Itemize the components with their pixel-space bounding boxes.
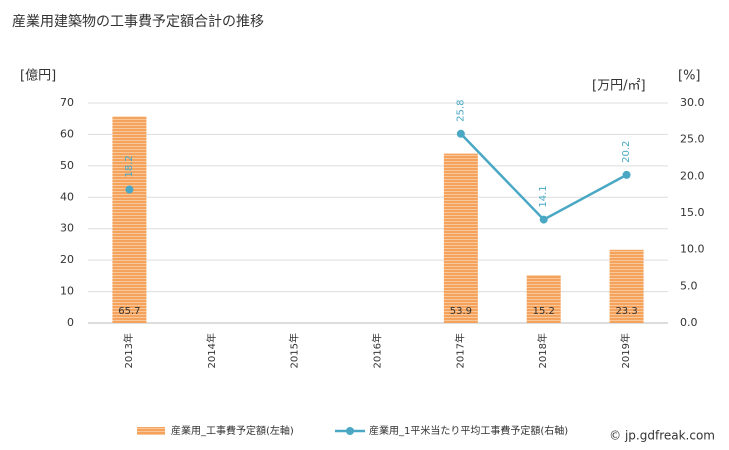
x-tick-label: 2015年 <box>288 333 301 368</box>
line-value-label: 14.1 <box>538 185 549 207</box>
bar-value-label: 65.7 <box>118 306 140 317</box>
legend-label: 産業用_1平米当たり平均工事費予定額(右軸) <box>369 424 568 437</box>
bar-value-label: 53.9 <box>450 306 472 317</box>
y-tick-label: 40 <box>60 190 74 203</box>
y2-tick-label: 10.0 <box>680 243 705 256</box>
y2-axis-label-alt: [%] <box>678 69 701 84</box>
x-tick-label: 2014年 <box>205 333 218 368</box>
x-tick-label: 2017年 <box>453 333 466 368</box>
y-tick-label: 50 <box>60 159 74 172</box>
y-tick-label: 30 <box>60 222 74 235</box>
legend-swatch-point <box>346 427 354 435</box>
x-tick-label: 2013年 <box>122 333 135 368</box>
y2-tick-label: 0.0 <box>680 316 698 329</box>
y-tick-label: 20 <box>60 253 74 266</box>
y-tick-label: 70 <box>60 96 74 109</box>
line-value-label: 25.8 <box>455 100 466 122</box>
bar <box>112 116 147 323</box>
bar <box>443 153 478 323</box>
bar-value-label: 23.3 <box>615 306 637 317</box>
line-point <box>622 170 631 179</box>
line-value-label: 20.2 <box>621 141 632 163</box>
source: © jp.gdfreak.com <box>609 429 715 443</box>
y-tick-label: 10 <box>60 285 74 298</box>
bar-value-label: 15.2 <box>533 306 555 317</box>
y2-tick-label: 30.0 <box>680 96 705 109</box>
x-tick-label: 2019年 <box>619 333 632 368</box>
chart-title: 産業用建築物の工事費予定額合計の推移 <box>12 14 264 30</box>
x-tick-label: 2016年 <box>371 333 384 368</box>
line-point <box>456 129 465 138</box>
y-tick-label: 0 <box>67 316 74 329</box>
y-axis-label: [億円] <box>20 68 56 84</box>
legend-swatch <box>137 427 165 435</box>
x-tick-label: 2018年 <box>536 333 549 368</box>
y2-tick-label: 5.0 <box>680 279 698 292</box>
line-value-label: 18.2 <box>124 155 135 177</box>
line-point <box>539 215 548 224</box>
legend-label: 産業用_工事費予定額(左軸) <box>171 424 294 437</box>
line-point <box>125 185 134 194</box>
y2-tick-label: 15.0 <box>680 206 705 219</box>
bar <box>609 249 644 323</box>
y-tick-label: 60 <box>60 127 74 140</box>
y2-tick-label: 20.0 <box>680 169 705 182</box>
bar <box>526 275 561 323</box>
y2-tick-label: 25.0 <box>680 133 705 146</box>
y2-axis-label: [万円/㎡] <box>592 79 646 94</box>
